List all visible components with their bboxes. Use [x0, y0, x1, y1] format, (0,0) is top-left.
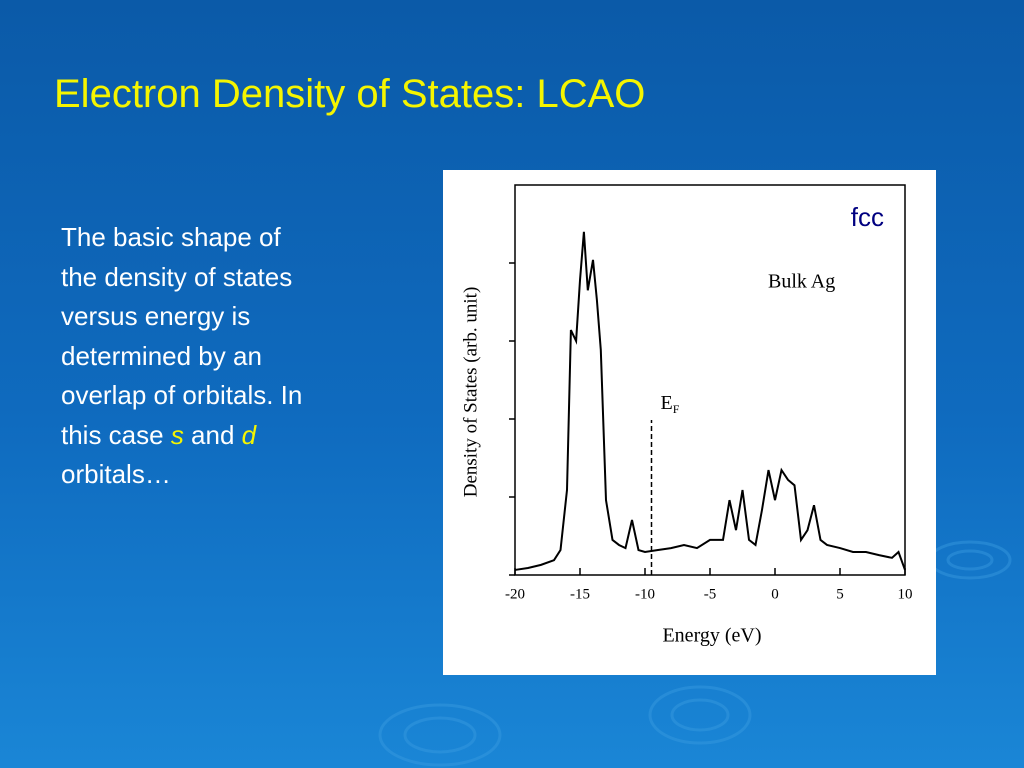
x-tick-label: 10 — [898, 586, 913, 602]
x-tick-label: -5 — [704, 586, 717, 602]
x-tick-label: 0 — [771, 586, 779, 602]
body-line: versus energy is — [61, 301, 251, 331]
highlight-text: d — [241, 419, 257, 450]
body-line: the density of states — [61, 261, 293, 292]
material-label: Bulk Ag — [768, 271, 835, 293]
x-tick-label: -10 — [635, 586, 655, 602]
fermi-label-sub: F — [673, 402, 680, 416]
body-line: The basic shape of — [61, 222, 281, 252]
slide-title: Electron Density of States: LCAO — [54, 72, 646, 116]
body-text: The basic shape of the density of states v… — [61, 218, 302, 495]
body-line: determined by an — [61, 340, 262, 371]
body-text-part: and — [183, 419, 242, 450]
x-axis-label: Energy (eV) — [662, 625, 761, 647]
dos-line — [514, 231, 906, 571]
fermi-label: EF — [661, 392, 680, 416]
x-tick-label: -20 — [505, 586, 525, 602]
fermi-label-main: E — [661, 392, 673, 414]
body-line: overlap of orbitals. In — [61, 380, 303, 410]
body-text-part: this case — [61, 419, 171, 450]
chart-background — [443, 170, 936, 675]
body-line: orbitals… — [61, 459, 171, 489]
y-axis-label: Density of States (arb. unit) — [460, 287, 481, 498]
highlight-text: s — [170, 419, 184, 450]
structure-label: fcc — [851, 202, 884, 232]
body-line: this case s and d — [61, 416, 302, 456]
x-tick-label: -15 — [570, 586, 590, 602]
x-tick-label: 5 — [836, 586, 844, 602]
